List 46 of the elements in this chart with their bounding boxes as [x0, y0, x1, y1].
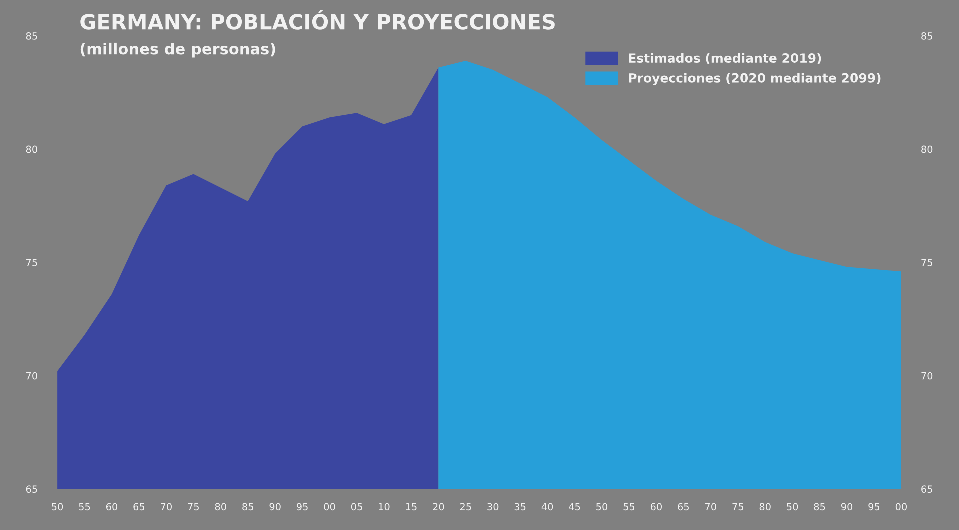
- x-tick-label: 65: [134, 503, 145, 511]
- x-tick-label: 70: [706, 503, 716, 511]
- y-tick-label: 80: [26, 146, 38, 154]
- chart-title: GERMANY: POBLACIÓN Y PROYECCIONES: [80, 10, 555, 30]
- x-tick-label: 65: [678, 503, 690, 511]
- y-tick-label: 70: [26, 372, 38, 380]
- x-tick-label: 45: [569, 503, 580, 511]
- x-tick-label: 60: [650, 503, 662, 511]
- x-tick-label: 80: [760, 503, 771, 511]
- x-tick-label: 55: [624, 503, 635, 511]
- x-tick-label: 70: [161, 503, 172, 511]
- x-tick-label: 95: [868, 503, 880, 511]
- x-tick-label: 00: [896, 503, 907, 511]
- y2-tick-label: 75: [922, 259, 932, 266]
- x-tick-label: 60: [106, 503, 118, 511]
- x-tick-label: 50: [52, 503, 64, 511]
- x-tick-label: 50: [596, 503, 608, 511]
- legend-label: Estimados (mediante 2019): [629, 53, 822, 64]
- y-tick-label: 85: [26, 32, 38, 40]
- y2-tick-label: 70: [922, 372, 933, 380]
- y-tick-label: 65: [26, 486, 38, 494]
- x-tick-label: 10: [379, 503, 390, 511]
- x-tick-label: 85: [242, 503, 254, 511]
- x-tick-label: 00: [324, 503, 336, 511]
- x-tick-label: 15: [406, 503, 417, 511]
- x-tick-label: 30: [488, 503, 499, 511]
- x-tick-label: 55: [79, 503, 90, 511]
- y2-tick-label: 85: [922, 32, 932, 40]
- x-tick-label: 95: [296, 503, 308, 511]
- x-tick-label: 35: [514, 503, 526, 511]
- y-tick-label: 75: [26, 259, 38, 266]
- x-tick-label: 90: [841, 503, 853, 511]
- x-tick-label: 40: [542, 503, 554, 511]
- x-tick-label: 75: [188, 503, 199, 511]
- x-tick-label: 50: [787, 503, 798, 511]
- x-tick-label: 20: [433, 503, 444, 511]
- x-tick-label: 75: [732, 503, 744, 511]
- x-tick-label: 05: [351, 503, 362, 511]
- y2-tick-label: 65: [922, 486, 932, 494]
- x-tick-label: 80: [215, 503, 226, 511]
- y2-tick-label: 80: [922, 146, 933, 154]
- chart-subtitle: (millones de personas): [80, 42, 276, 58]
- x-tick-label: 25: [460, 503, 472, 511]
- legend-label: Proyecciones (2020 mediante 2099): [629, 73, 881, 86]
- x-tick-label: 85: [814, 503, 826, 511]
- x-tick-label: 90: [270, 503, 281, 511]
